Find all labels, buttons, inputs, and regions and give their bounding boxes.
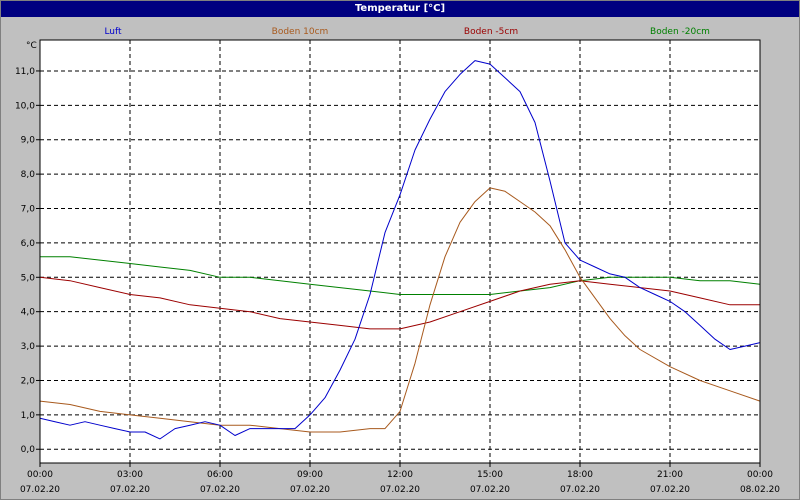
x-tick-date-label: 07.02.20 (200, 485, 240, 495)
series-line-1 (39, 60, 761, 440)
x-tick-time-label: 06:00 (207, 470, 233, 480)
y-tick-label: 11,0 (15, 67, 35, 77)
x-tick-time-label: 21:00 (657, 470, 683, 480)
x-tick-date-label: 07.02.20 (650, 485, 690, 495)
x-tick-time-label: 15:00 (477, 470, 503, 480)
y-tick-label: 5,0 (21, 273, 36, 283)
x-tick-date-label: 07.02.20 (20, 485, 60, 495)
y-tick-label: 2,0 (21, 376, 36, 386)
y-tick-label: 4,0 (21, 308, 36, 318)
x-tick-time-label: 09:00 (297, 470, 323, 480)
y-tick-label: 6,0 (21, 239, 36, 249)
x-tick-date-label: 07.02.20 (470, 485, 510, 495)
window-title: Temperatur [°C] (1, 1, 799, 17)
legend-entry: Luft (104, 27, 122, 37)
x-tick-time-label: 03:00 (117, 470, 143, 480)
y-axis-unit-label: °C (26, 41, 37, 51)
legend: Luft Boden 10cm Boden -5cm Boden -20cm (104, 27, 710, 37)
y-tick-label: 0,0 (21, 445, 36, 455)
y-tick-label: 8,0 (21, 170, 36, 180)
x-tick-date-label: 07.02.20 (380, 485, 420, 495)
y-tick-label: 10,0 (15, 101, 35, 111)
x-tick-date-label: 07.02.20 (560, 485, 600, 495)
x-tick-time-label: 12:00 (387, 470, 413, 480)
series-line-2 (39, 187, 761, 433)
legend-entry: Boden -5cm (464, 27, 518, 37)
y-tick-label: 9,0 (21, 136, 36, 146)
series-layer (39, 60, 761, 440)
y-tick-label: 1,0 (21, 411, 36, 421)
y-tick-label: 3,0 (21, 342, 36, 352)
x-tick-date-label: 07.02.20 (110, 485, 150, 495)
axes: 0,0 1,0 2,0 3,0 4,0 5,0 6,0 7,0 8,0 9,0 10,0 11,0 00… (15, 39, 780, 495)
x-tick-date-label: 07.02.20 (290, 485, 330, 495)
x-tick-time-label: 00:00 (747, 470, 773, 480)
y-tick-label: 7,0 (21, 205, 36, 215)
legend-entry: Boden 10cm (272, 27, 329, 37)
plot-frame (39, 39, 761, 464)
x-tick-time-label: 18:00 (567, 470, 593, 480)
grid-lines (40, 40, 760, 463)
legend-entry: Boden -20cm (650, 27, 710, 37)
series-line-4 (40, 256, 761, 295)
x-tick-date-label: 08.02.20 (740, 485, 780, 495)
x-tick-time-label: 00:00 (27, 470, 53, 480)
